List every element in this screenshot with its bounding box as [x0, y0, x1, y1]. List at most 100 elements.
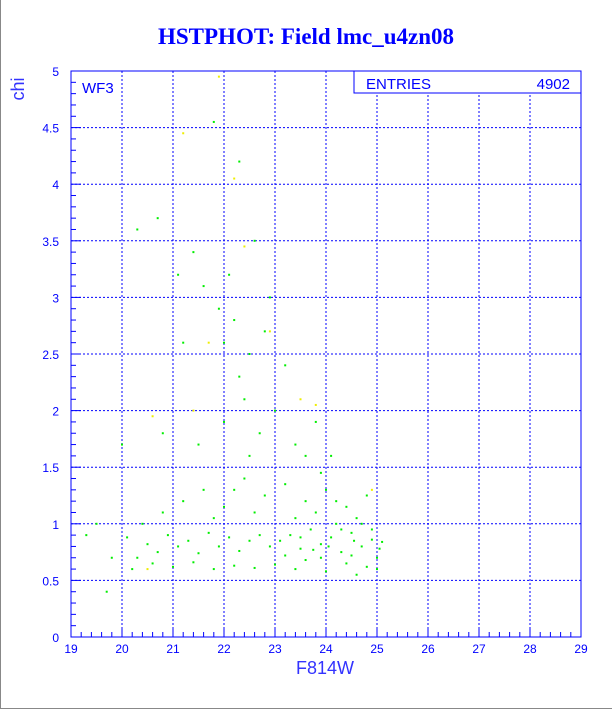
data-point	[156, 217, 159, 220]
data-point	[136, 228, 139, 231]
data-point	[172, 565, 174, 568]
data-point	[131, 568, 134, 571]
data-point	[141, 522, 144, 525]
data-point	[217, 307, 220, 310]
data-point	[238, 375, 241, 378]
data-point	[319, 543, 322, 546]
data-point	[294, 443, 297, 446]
x-tick-label: 21	[166, 642, 180, 656]
data-point	[330, 454, 333, 457]
data-point	[105, 590, 108, 593]
data-point	[243, 398, 246, 401]
data-point	[177, 273, 180, 276]
y-tick-label: 4.5	[42, 122, 59, 136]
data-point	[325, 488, 327, 491]
y-tick-label: 5	[52, 65, 59, 79]
x-tick-label: 27	[472, 642, 486, 656]
data-point	[299, 398, 302, 401]
data-point	[248, 353, 251, 355]
data-point	[335, 500, 338, 503]
data-point	[182, 500, 185, 503]
data-point	[233, 564, 236, 567]
data-point	[330, 536, 333, 539]
data-point	[161, 432, 164, 435]
entries-label: ENTRIES	[366, 76, 431, 93]
data-point	[263, 330, 266, 333]
data-point	[233, 488, 236, 491]
chart-title: HSTPHOT: Field lmc_u4zn08	[157, 24, 455, 49]
data-point	[314, 420, 317, 423]
data-point	[263, 494, 266, 497]
data-point	[365, 494, 368, 497]
data-point	[340, 528, 343, 531]
data-point	[350, 554, 353, 557]
data-point	[268, 545, 271, 548]
data-point	[312, 548, 315, 551]
data-point	[136, 556, 139, 559]
data-point	[202, 285, 205, 288]
data-point	[299, 536, 302, 539]
data-point	[350, 531, 353, 534]
data-point	[243, 477, 246, 480]
data-point	[304, 559, 307, 562]
data-point	[370, 528, 373, 531]
data-point	[197, 552, 200, 555]
data-point	[182, 341, 185, 344]
x-tick-label: 24	[319, 642, 333, 656]
data-point	[197, 443, 200, 446]
y-axis-label: chi	[8, 77, 28, 100]
y-tick-label: 4	[52, 178, 59, 192]
data-point	[370, 538, 373, 541]
data-point	[212, 568, 215, 571]
y-tick-label: 2	[52, 405, 59, 419]
data-point	[192, 561, 195, 564]
data-point	[360, 522, 363, 525]
data-point	[207, 341, 210, 344]
data-point	[253, 511, 256, 514]
y-tick-label: 1.5	[42, 461, 59, 475]
data-point	[248, 454, 251, 457]
data-point	[314, 511, 317, 514]
data-point	[243, 245, 246, 248]
data-point	[360, 545, 363, 548]
tick-labels: 19 20 21 22 23 24 25 26 27 28 29 0 0.5 1 1.5 2 2.5 3 3.5 4 4…	[42, 65, 588, 656]
data-point	[279, 539, 282, 542]
data-point	[253, 239, 256, 242]
data-point	[146, 568, 149, 571]
data-point	[365, 565, 368, 568]
chip-annotation: WF3	[82, 80, 114, 97]
data-point	[151, 415, 154, 418]
y-tick-label: 0	[52, 631, 59, 645]
data-point	[192, 409, 195, 412]
data-point	[95, 522, 98, 525]
data-point	[304, 500, 307, 503]
data-point	[284, 483, 287, 486]
data-point	[381, 540, 384, 543]
data-point	[233, 177, 236, 180]
data-point	[217, 75, 220, 78]
data-point	[294, 517, 297, 520]
data-point	[284, 554, 287, 557]
data-point	[202, 488, 205, 491]
data-point	[228, 273, 231, 276]
data-point	[248, 539, 251, 542]
points	[85, 75, 384, 593]
data-point	[85, 534, 88, 537]
y-tick-label: 3.5	[42, 235, 59, 249]
data-point	[370, 488, 373, 491]
data-point	[253, 566, 256, 569]
data-point	[274, 409, 276, 412]
entries-value: 4902	[537, 76, 570, 93]
data-point	[223, 505, 225, 508]
x-tick-label: 22	[217, 642, 231, 656]
data-point	[376, 568, 378, 571]
data-point	[314, 403, 317, 406]
data-point	[207, 531, 210, 534]
x-tick-label: 19	[64, 642, 78, 656]
data-point	[309, 528, 312, 531]
data-point	[228, 536, 231, 539]
data-point	[212, 517, 215, 520]
data-point	[126, 536, 129, 539]
x-tick-label: 26	[421, 642, 435, 656]
